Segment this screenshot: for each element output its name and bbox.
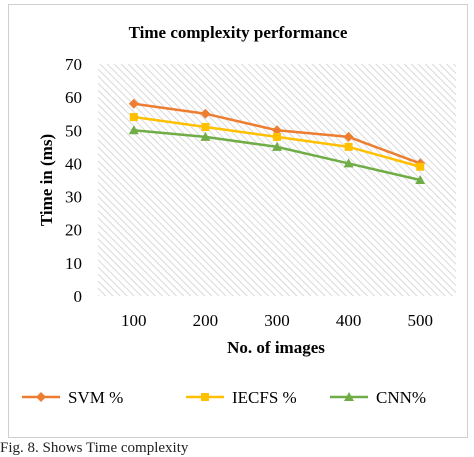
- x-axis-ticks: 100 200 300 400 500: [121, 311, 433, 330]
- x-tick-label: 500: [407, 311, 433, 330]
- data-point-svm: [128, 98, 139, 109]
- data-point-iecfs: [344, 142, 353, 151]
- data-point-svm: [200, 108, 211, 119]
- legend-marker-cnn: [344, 392, 354, 401]
- data-point-cnn: [272, 141, 282, 151]
- x-tick-label: 100: [121, 311, 147, 330]
- data-point-cnn: [128, 125, 139, 135]
- y-tick-label: 10: [65, 254, 82, 273]
- y-tick-label: 20: [65, 221, 82, 240]
- y-tick-label: 70: [65, 55, 82, 74]
- legend: SVM % IECFS % CNN%: [22, 388, 426, 407]
- y-tick-label: 40: [65, 154, 82, 173]
- y-tick-label: 0: [74, 287, 83, 306]
- data-point-iecfs: [201, 122, 210, 131]
- data-point-svm: [272, 125, 282, 136]
- legend-marker-svm: [36, 392, 46, 402]
- data-point-iecfs: [273, 132, 281, 141]
- data-point-cnn: [200, 131, 211, 141]
- data-point-svm: [343, 131, 354, 142]
- legend-label-cnn: CNN%: [376, 388, 426, 407]
- figure-caption: Fig. 8. Shows Time complexity: [0, 440, 189, 456]
- x-tick-label: 200: [193, 311, 219, 330]
- plot-area-background: [98, 64, 456, 296]
- legend-marker-iecfs: [201, 393, 209, 401]
- x-axis-label: No. of images: [227, 338, 325, 357]
- y-axis-label: Time in (ms): [37, 134, 56, 226]
- y-tick-label: 50: [65, 121, 82, 140]
- data-point-iecfs: [416, 162, 425, 171]
- legend-label-iecfs: IECFS %: [232, 388, 297, 407]
- series-layer: [128, 98, 426, 184]
- x-tick-label: 400: [336, 311, 362, 330]
- legend-label-svm: SVM %: [68, 388, 123, 407]
- data-point-cnn: [343, 158, 354, 168]
- x-tick-label: 300: [264, 311, 290, 330]
- data-point-iecfs: [129, 113, 138, 122]
- chart-title: Time complexity performance: [129, 23, 348, 42]
- y-tick-label: 30: [65, 188, 82, 207]
- data-point-cnn: [415, 175, 426, 184]
- y-tick-label: 60: [65, 88, 82, 107]
- y-axis-ticks: 0 10 20 30 40 50 60 70: [65, 55, 82, 306]
